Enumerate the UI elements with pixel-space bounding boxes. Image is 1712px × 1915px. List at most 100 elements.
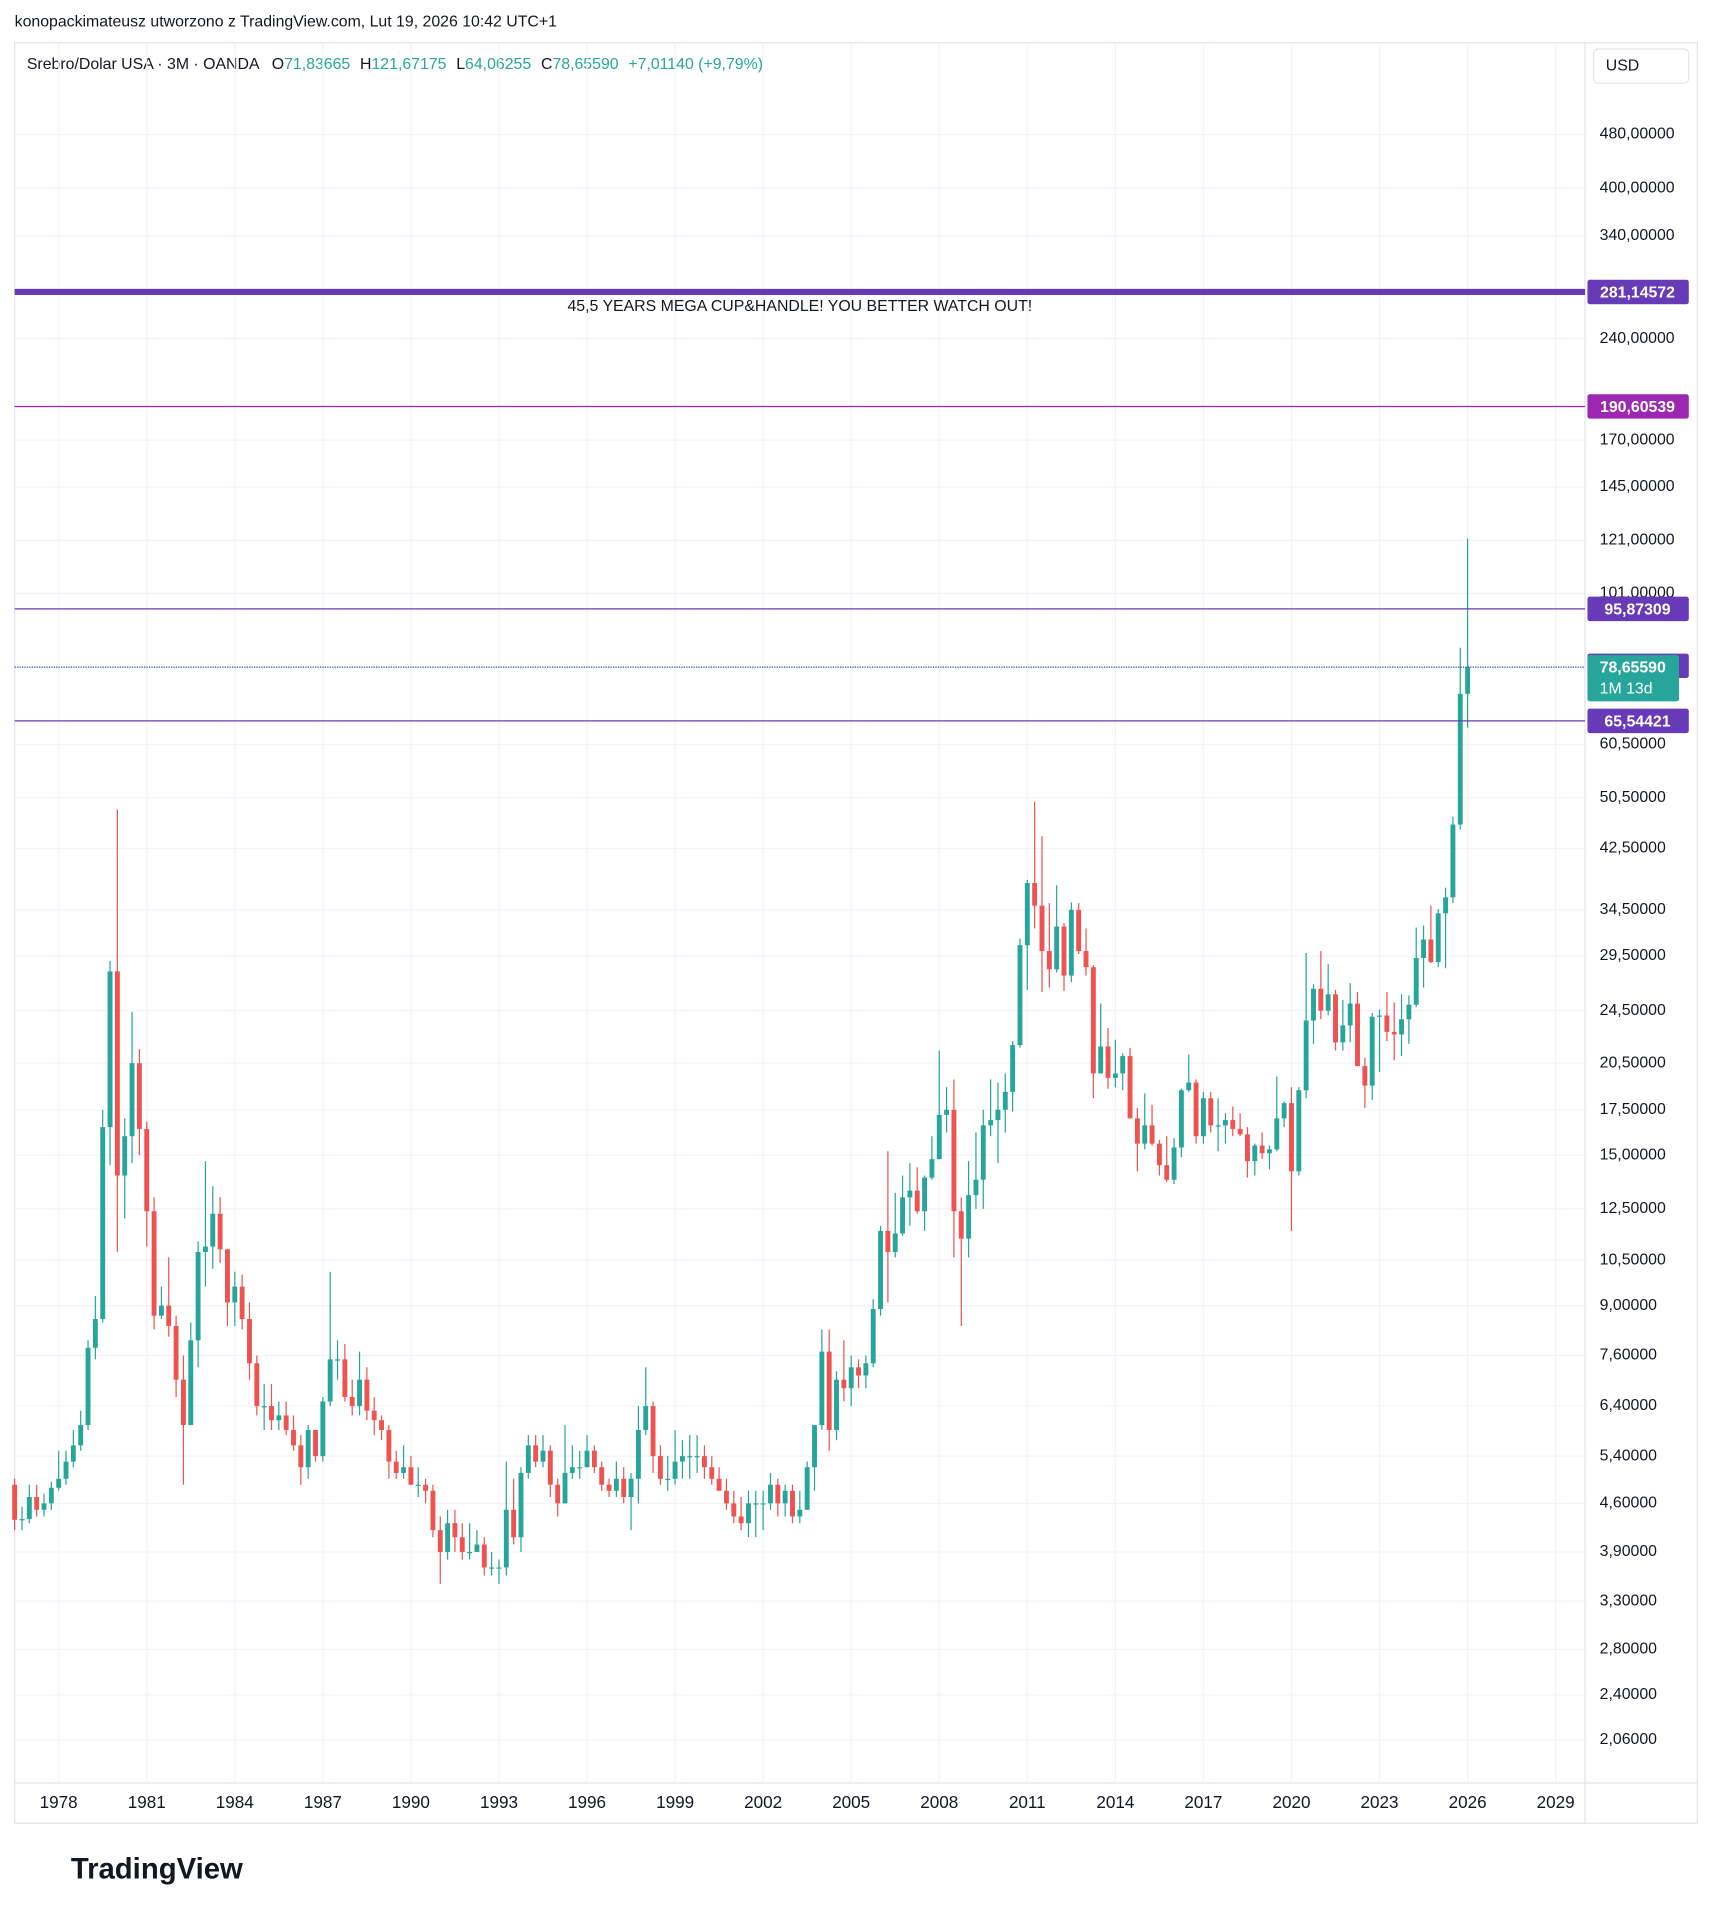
candle-body: [1413, 958, 1419, 1005]
candle-body: [1061, 926, 1067, 976]
candle-body: [247, 1319, 252, 1364]
candle-body: [1068, 909, 1074, 976]
candle-body: [1120, 1056, 1126, 1074]
last-price-badge: [1587, 654, 1680, 702]
candle-body: [738, 1516, 744, 1524]
candle-body: [452, 1523, 458, 1538]
y-tick-label: 240,00000: [1600, 330, 1675, 347]
candle-body: [313, 1430, 318, 1457]
y-tick-label: 340,00000: [1600, 227, 1675, 244]
candle-body: [826, 1351, 832, 1431]
price-badge-label: 190,60539: [1600, 399, 1675, 416]
candle-body: [1340, 1025, 1346, 1043]
candle-body: [173, 1325, 179, 1380]
candle-body: [665, 1478, 671, 1480]
candle-body: [819, 1351, 825, 1426]
candle-body: [525, 1445, 531, 1473]
currency-label[interactable]: USD: [1606, 57, 1639, 74]
candle-body: [635, 1430, 641, 1479]
candle-body: [929, 1159, 935, 1178]
candle-body: [320, 1401, 326, 1457]
candle-body: [885, 1230, 891, 1252]
candle-body: [790, 1490, 795, 1517]
candle-body: [445, 1523, 451, 1552]
y-tick-label: 24,50000: [1600, 1002, 1666, 1019]
candle-body: [591, 1450, 597, 1468]
candle-body: [1355, 1003, 1360, 1067]
candle-body: [863, 1363, 869, 1376]
candle-body: [606, 1484, 612, 1491]
currency-button[interactable]: [1592, 48, 1690, 84]
legend-change: +7,01140 (+9,79%): [628, 56, 763, 73]
candle-body: [423, 1484, 429, 1491]
candle-body: [63, 1461, 69, 1479]
x-tick-label: 2011: [1009, 1793, 1046, 1812]
candle-body: [584, 1450, 590, 1468]
candle-body: [1200, 1098, 1206, 1137]
candle-body: [1156, 1143, 1162, 1166]
candle-body: [1149, 1125, 1155, 1144]
candle-body: [26, 1496, 32, 1520]
candle-body: [1435, 913, 1441, 963]
candle-body: [503, 1509, 509, 1568]
annotation: 45,5 YEARS MEGA CUP&HANDLE! YOU BETTER W…: [567, 298, 1032, 315]
candle-body: [114, 971, 120, 1176]
y-tick-label: 20,50000: [1600, 1054, 1666, 1071]
candle-body: [1421, 939, 1427, 959]
candle-body: [342, 1359, 348, 1398]
candle-body: [408, 1467, 414, 1485]
x-tick-label: 2005: [832, 1793, 870, 1812]
y-tick-label: 2,40000: [1600, 1686, 1658, 1703]
y-tick-label: 50,50000: [1600, 789, 1666, 806]
candle-body: [357, 1379, 362, 1407]
price-badge-label: 281,14572: [1600, 284, 1675, 301]
candle-body: [1193, 1082, 1199, 1137]
candle-body: [1083, 951, 1089, 968]
last-price-label: 78,65590: [1600, 660, 1666, 677]
candle-body: [768, 1484, 773, 1504]
x-tick-label: 2014: [1096, 1793, 1134, 1812]
candle-body: [958, 1211, 964, 1239]
candle-body: [1369, 1016, 1375, 1086]
candle-body: [349, 1397, 355, 1407]
candle-body: [1303, 1020, 1309, 1091]
candle-body: [34, 1496, 40, 1510]
y-tick-label: 42,50000: [1600, 840, 1666, 857]
candle-body: [812, 1425, 817, 1468]
y-tick-label: 15,00000: [1600, 1146, 1666, 1163]
candle-body: [107, 971, 113, 1128]
candle-body: [804, 1467, 810, 1510]
candle-body: [305, 1430, 311, 1468]
candle-body: [467, 1551, 473, 1554]
x-tick-label: 1990: [392, 1793, 430, 1812]
candle-body: [878, 1230, 883, 1309]
legend-key: H: [360, 56, 371, 73]
candle-body: [1127, 1056, 1133, 1119]
candle-body: [1222, 1120, 1228, 1126]
candle-body: [613, 1478, 619, 1491]
candle-body: [136, 1063, 142, 1129]
candle-body: [980, 1125, 986, 1180]
candle-body: [12, 1484, 18, 1520]
candle-body: [951, 1109, 957, 1212]
candle-body: [1325, 994, 1331, 1011]
candle-body: [555, 1484, 561, 1504]
candle-body: [672, 1461, 678, 1479]
candle-body: [379, 1420, 384, 1431]
candle-body: [1259, 1145, 1265, 1154]
y-tick-label: 145,00000: [1600, 478, 1675, 495]
candle-body: [70, 1445, 76, 1462]
candle-body: [1105, 1046, 1111, 1078]
countdown-label: 1M 13d: [1600, 680, 1653, 697]
candle-body: [1208, 1098, 1214, 1126]
y-tick-label: 34,50000: [1600, 901, 1666, 918]
y-tick-label: 400,00000: [1600, 179, 1675, 196]
candle-body: [599, 1467, 605, 1485]
y-tick-label: 7,60000: [1600, 1347, 1658, 1364]
candle-body: [834, 1379, 839, 1431]
candle-body: [694, 1456, 700, 1458]
candle-body: [459, 1537, 465, 1552]
candle-body: [892, 1233, 898, 1252]
